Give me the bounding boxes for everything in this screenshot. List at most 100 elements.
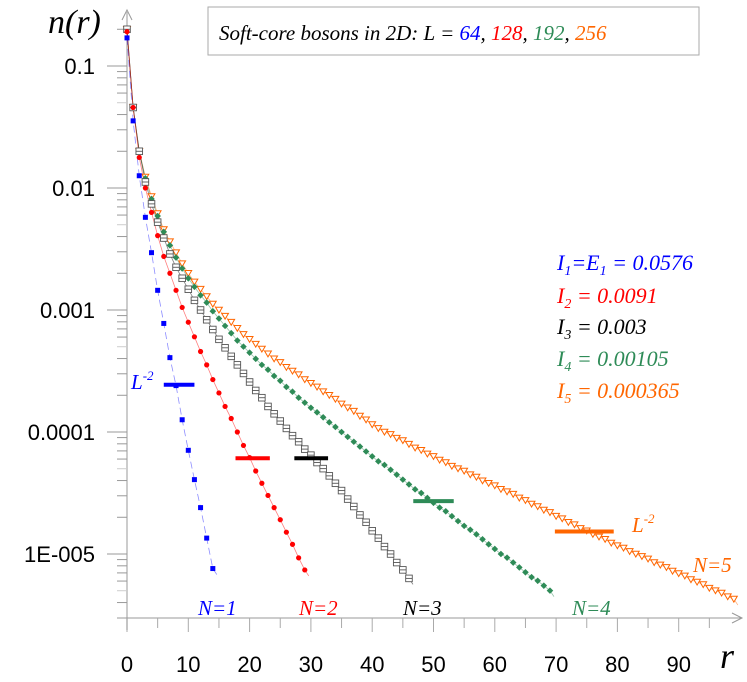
data-point xyxy=(251,386,260,395)
data-point xyxy=(551,512,561,521)
chart-title: Soft-core bosons in 2D: L = 64, 128, 192… xyxy=(219,21,607,45)
I-number: = 0.003 xyxy=(571,314,646,339)
data-point xyxy=(410,444,420,452)
title-part: 128 xyxy=(491,21,523,45)
data-point xyxy=(294,437,303,446)
data-point xyxy=(300,376,310,384)
data-point xyxy=(197,291,204,299)
data-point xyxy=(619,544,628,552)
y-tick-label: 0.01 xyxy=(52,176,95,201)
data-point xyxy=(546,587,554,594)
data-point xyxy=(214,306,224,314)
data-point xyxy=(142,185,148,191)
I-subscript: 2 xyxy=(564,297,571,312)
L-label-orange: L-2 xyxy=(631,511,655,537)
data-point xyxy=(155,287,161,293)
data-point xyxy=(392,558,401,567)
label-N1: N=1 xyxy=(197,596,237,620)
data-point xyxy=(295,394,302,402)
data-point xyxy=(692,578,702,587)
y-tick-label: 0.0001 xyxy=(28,420,95,445)
data-point xyxy=(289,541,296,547)
data-point xyxy=(423,450,432,458)
I-symbol: I xyxy=(556,314,566,339)
data-point xyxy=(361,416,371,424)
data-point xyxy=(124,35,130,41)
data-point xyxy=(405,574,413,583)
I-subscript: 5 xyxy=(564,392,571,407)
data-point xyxy=(528,573,535,581)
data-point xyxy=(227,329,235,337)
data-point xyxy=(294,371,303,379)
data-point xyxy=(343,495,352,503)
data-point xyxy=(429,453,438,461)
data-point xyxy=(165,238,175,246)
data-point xyxy=(723,593,733,601)
label-N2: N=2 xyxy=(298,596,338,620)
data-point xyxy=(313,409,321,416)
data-point xyxy=(460,522,468,530)
data-point xyxy=(606,539,616,548)
data-point xyxy=(325,472,334,480)
data-point xyxy=(234,337,241,344)
data-point xyxy=(435,456,444,465)
data-point xyxy=(220,312,230,321)
label-N4: N=4 xyxy=(571,596,611,620)
data-point xyxy=(570,521,579,529)
legend-box: Soft-core bosons in 2D: L = 64, 128, 192… xyxy=(207,6,700,56)
data-point xyxy=(441,459,451,467)
data-point xyxy=(404,440,414,449)
data-point xyxy=(393,471,401,478)
data-point xyxy=(172,263,180,272)
data-point xyxy=(265,492,271,499)
data-point xyxy=(509,559,517,566)
data-point xyxy=(296,555,302,561)
data-point xyxy=(331,479,340,488)
data-point xyxy=(216,390,222,396)
series-markers xyxy=(122,25,739,604)
data-point xyxy=(202,315,211,324)
data-point xyxy=(142,214,148,220)
data-point xyxy=(362,518,370,527)
data-point xyxy=(288,431,297,440)
data-point xyxy=(527,500,536,508)
x-tick-label: 30 xyxy=(299,652,323,677)
data-point xyxy=(263,350,273,358)
data-point xyxy=(374,534,383,542)
data-point xyxy=(282,364,291,372)
data-point xyxy=(166,242,174,249)
title-part: , xyxy=(481,21,492,45)
data-point xyxy=(491,545,499,553)
data-point xyxy=(325,419,333,426)
data-point xyxy=(533,503,542,511)
data-point xyxy=(306,379,316,388)
data-point xyxy=(149,250,155,256)
data-point xyxy=(245,378,254,386)
I-number: = 0.0576 xyxy=(607,250,693,275)
data-point xyxy=(210,376,216,383)
data-point xyxy=(258,393,266,402)
data-point xyxy=(539,506,549,515)
x-tick-label: 20 xyxy=(237,652,261,677)
data-point xyxy=(319,464,327,473)
data-point xyxy=(485,541,492,548)
data-point xyxy=(705,584,714,593)
data-point xyxy=(227,352,235,361)
data-point xyxy=(196,306,205,314)
E-subscript: 1 xyxy=(600,264,607,279)
data-point xyxy=(350,502,358,511)
title-part: Soft-core bosons in 2D: L = xyxy=(219,21,460,45)
data-point xyxy=(319,413,327,421)
data-point xyxy=(185,319,191,325)
title-part: 256 xyxy=(575,21,607,45)
series-line-N=1 xyxy=(126,37,218,575)
data-point xyxy=(466,526,474,534)
data-point xyxy=(466,471,475,479)
title-part: , xyxy=(523,21,534,45)
I-value-4: I4 = 0.00105 xyxy=(556,346,669,375)
data-point xyxy=(375,458,382,465)
data-point xyxy=(257,345,267,353)
data-point xyxy=(239,331,248,339)
data-point xyxy=(191,477,197,483)
